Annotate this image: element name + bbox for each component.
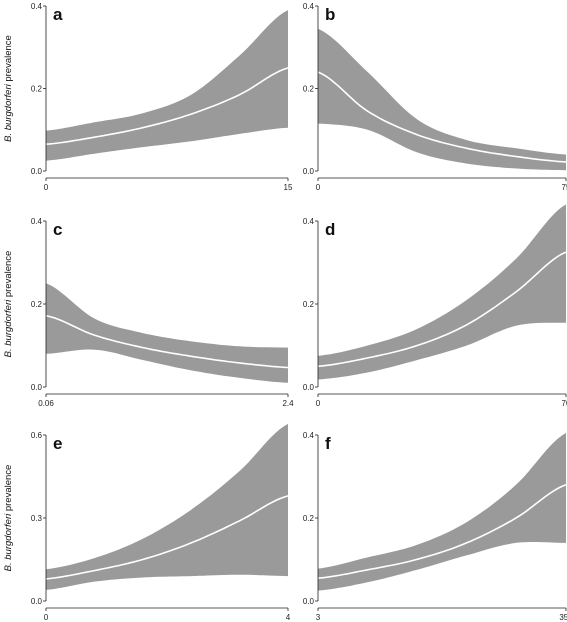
y-axis-label-text: prevalence bbox=[3, 35, 14, 84]
credible-band-f bbox=[318, 432, 566, 591]
x-tick-label-f: 350 bbox=[559, 613, 567, 622]
y-tick-label-d: 0.0 bbox=[303, 383, 315, 392]
y-tick-label-b: 0.2 bbox=[303, 85, 315, 94]
credible-band-a bbox=[46, 10, 288, 161]
y-tick-label-a: 0.0 bbox=[31, 167, 43, 176]
x-tick-label-b: 0 bbox=[316, 183, 321, 192]
mean-curve-e bbox=[45, 495, 289, 580]
x-tick-label-b: 75 bbox=[562, 183, 567, 192]
panel-f: 0.0 0.2 0.4 3 350 f bbox=[303, 431, 567, 622]
x-tick-label-d: 70 bbox=[562, 399, 567, 408]
y-axis-label: B. burgdorferi prevalence bbox=[3, 251, 14, 358]
x-tick-label-f: 3 bbox=[316, 613, 321, 622]
x-tick-label-e: 4 bbox=[286, 613, 291, 622]
x-tick-label-c: 0.06 bbox=[38, 399, 54, 408]
y-axis-label-species: B. burgdorferi bbox=[3, 83, 14, 141]
mean-curve-a bbox=[45, 67, 289, 145]
x-tick-label-d: 0 bbox=[316, 399, 321, 408]
y-axis-label-species: B. burgdorferi bbox=[3, 513, 14, 571]
y-tick-label-c: 0.0 bbox=[31, 383, 43, 392]
y-tick-label-e: 0.3 bbox=[31, 514, 43, 523]
y-tick-label-c: 0.2 bbox=[31, 300, 43, 309]
y-tick-label-e: 0.0 bbox=[31, 597, 43, 606]
x-tick-label-c: 2.4 bbox=[282, 399, 294, 408]
panel-letter-b: b bbox=[325, 5, 335, 24]
y-tick-label-b: 0.0 bbox=[303, 167, 315, 176]
panel-e: 0.0 0.3 0.6 0 4 e B. burgdorferi prevalence bbox=[3, 423, 291, 622]
panel-letter-c: c bbox=[53, 220, 62, 239]
y-axis-label: B. burgdorferi prevalence bbox=[3, 465, 14, 572]
panel-letter-d: d bbox=[325, 220, 335, 239]
y-tick-label-d: 0.2 bbox=[303, 300, 315, 309]
mean-curve-b bbox=[317, 71, 567, 163]
y-tick-label-b: 0.4 bbox=[303, 2, 315, 11]
x-tick-label-e: 0 bbox=[44, 613, 49, 622]
panel-letter-a: a bbox=[53, 5, 63, 24]
y-tick-label-f: 0.2 bbox=[303, 514, 315, 523]
panel-letter-e: e bbox=[53, 434, 62, 453]
mean-curve-f bbox=[317, 484, 567, 579]
credible-band-c bbox=[46, 283, 288, 383]
y-tick-label-a: 0.2 bbox=[31, 85, 43, 94]
panel-c: 0.0 0.2 0.4 0.06 2.4 c B. burgdorferi prevalen… bbox=[3, 217, 294, 408]
panel-a: 0.0 0.2 0.4 0 15 a B. burgdorferi prevalence bbox=[3, 2, 293, 192]
y-tick-label-f: 0.0 bbox=[303, 597, 315, 606]
y-tick-label-d: 0.4 bbox=[303, 217, 315, 226]
y-tick-label-c: 0.4 bbox=[31, 217, 43, 226]
y-axis-label: B. burgdorferi prevalence bbox=[3, 35, 14, 142]
mean-curve-d bbox=[317, 251, 567, 368]
credible-band-b bbox=[318, 28, 566, 171]
x-tick-label-a: 15 bbox=[284, 183, 293, 192]
y-tick-label-f: 0.4 bbox=[303, 431, 315, 440]
y-tick-label-a: 0.4 bbox=[31, 2, 43, 11]
y-axis-label-text: prevalence bbox=[3, 465, 14, 514]
credible-band-e bbox=[46, 423, 288, 590]
mean-curve-c bbox=[45, 314, 289, 369]
x-tick-label-a: 0 bbox=[44, 183, 49, 192]
panel-letter-f: f bbox=[325, 434, 331, 453]
credible-band-d bbox=[318, 204, 566, 380]
y-axis-label-text: prevalence bbox=[3, 251, 14, 300]
y-axis-label-species: B. burgdorferi bbox=[3, 299, 14, 357]
y-tick-label-e: 0.6 bbox=[31, 431, 43, 440]
panel-d: 0.0 0.2 0.4 0 70 d bbox=[303, 204, 567, 408]
panel-b: 0.0 0.2 0.4 0 75 b bbox=[303, 2, 567, 192]
